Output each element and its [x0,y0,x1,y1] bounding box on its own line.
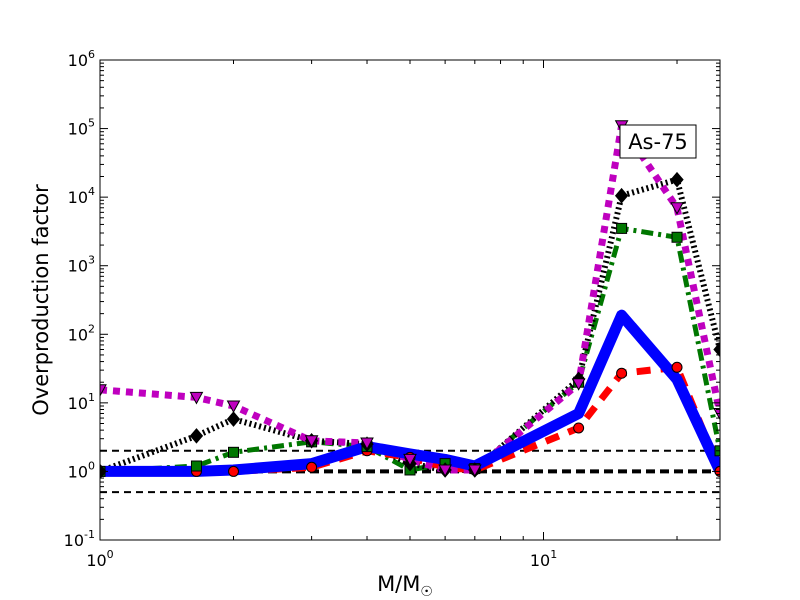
y-axis-label: Overproduction factor [29,184,53,416]
y-tick-label: 101 [68,391,95,413]
data-point [360,437,374,451]
y-tick-label: 105 [68,117,95,139]
x-axis-label: M/M☉ [377,572,433,600]
y-tick-label: 106 [68,48,95,70]
data-point [670,171,684,188]
annotation-label: As-75 [628,130,688,154]
data-point [671,361,683,373]
series-line [100,122,720,474]
data-point [467,464,482,478]
x-tick-label: 100 [86,548,113,570]
x-tick-label: 101 [530,548,557,570]
data-point [616,222,628,234]
data-point [571,378,586,391]
data-point [100,384,107,397]
data-point [616,367,628,379]
y-tick-label: 102 [68,322,95,344]
data-point [573,422,585,434]
y-tick-label: 10-1 [64,528,95,550]
data-point [189,428,204,444]
data-point [306,461,318,473]
y-tick-label: 104 [68,185,95,207]
data-point [226,411,241,427]
data-point [670,202,684,215]
data-point [304,435,319,448]
series-line [100,309,720,477]
data-point [228,465,240,477]
data-point [671,231,683,243]
data-point [614,187,629,204]
y-tick-label: 100 [68,459,95,481]
series-line [100,225,720,474]
data-point [189,391,204,405]
data-point [403,453,417,467]
y-tick-label: 103 [68,254,95,276]
data-point [190,460,202,472]
data-point [438,464,452,478]
annotation-box: As-75 [619,124,697,159]
data-point [228,446,240,458]
data-point [226,400,241,414]
